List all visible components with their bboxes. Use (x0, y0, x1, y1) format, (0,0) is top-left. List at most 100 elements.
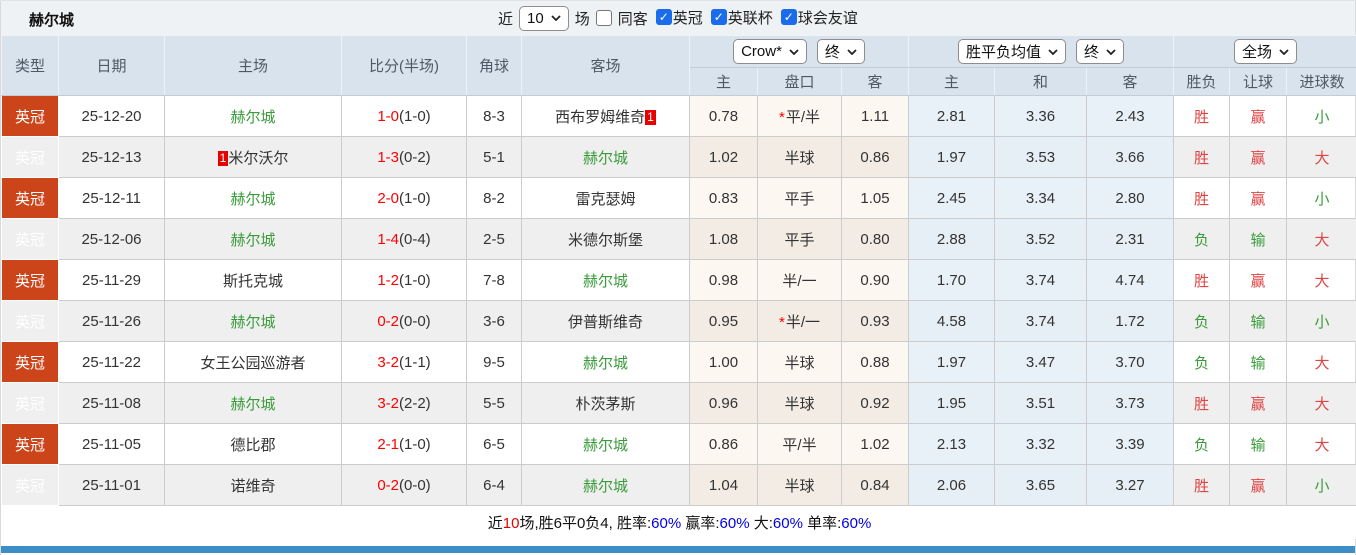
match-row: 英冠 25-11-22 女王公园巡游者 3-2(1-1) 9-5 赫尔城 1.0… (2, 342, 1356, 383)
summary-segment: 赢率: (681, 515, 719, 532)
avg-draw-cell: 3.53 (995, 137, 1087, 178)
col-header-away: 客场 (522, 36, 690, 96)
league-filter: 球会友谊 (781, 7, 858, 28)
handicap-result-cell: 赢 (1230, 178, 1287, 219)
handicap-cell: 平手 (758, 219, 842, 260)
odds-home-cell: 1.02 (690, 137, 758, 178)
league-cell: 英冠 (2, 342, 59, 383)
odds-away-cell: 0.92 (842, 383, 909, 424)
score-cell: 1-0(1-0) (342, 96, 467, 137)
handicap-result-cell: 赢 (1230, 137, 1287, 178)
avg-draw-cell: 3.74 (995, 260, 1087, 301)
odds-company-select[interactable]: Crow* (733, 39, 807, 64)
score-cell: 0-2(0-0) (342, 301, 467, 342)
date-cell: 25-12-20 (59, 96, 165, 137)
summary-segment: 60% (720, 515, 750, 532)
date-cell: 25-11-29 (59, 260, 165, 301)
away-team-cell: 雷克瑟姆 (522, 178, 690, 219)
bottom-scrollbar[interactable] (1, 546, 1355, 553)
odds-group-header: Crow* 终 (690, 36, 909, 68)
league-cell: 英冠 (2, 260, 59, 301)
avg-draw-cell: 3.51 (995, 383, 1087, 424)
away-team-cell: 赫尔城 (522, 137, 690, 178)
corner-cell: 3-6 (467, 301, 522, 342)
avg-type-value: 胜平负均值 (966, 41, 1041, 62)
avg-state-select[interactable]: 终 (1076, 39, 1124, 64)
league-cell: 英冠 (2, 137, 59, 178)
handicap-cell: *平/半 (758, 96, 842, 137)
goals-result-cell: 大 (1287, 424, 1356, 465)
handicap-cell: 半球 (758, 465, 842, 506)
filter-checkbox[interactable] (781, 9, 797, 25)
topbar: 赫尔城 近 10 场 同客 英冠英联杯球会友谊 (1, 1, 1355, 35)
recent-count-select[interactable]: 10 (519, 6, 569, 31)
filter-checkbox[interactable] (711, 9, 727, 25)
avg-draw-cell: 3.36 (995, 96, 1087, 137)
handicap-result-cell: 输 (1230, 424, 1287, 465)
league-cell: 英冠 (2, 383, 59, 424)
handicap-result-cell: 输 (1230, 342, 1287, 383)
league-filters: 英冠英联杯球会友谊 (648, 7, 858, 30)
result-cell: 负 (1174, 424, 1230, 465)
goals-result-cell: 小 (1287, 465, 1356, 506)
odds-home-cell: 0.86 (690, 424, 758, 465)
avg-away-cell: 3.27 (1087, 465, 1174, 506)
avg-away-cell: 2.80 (1087, 178, 1174, 219)
col-header-score: 比分(半场) (342, 36, 467, 96)
same-opponent-checkbox[interactable] (596, 10, 612, 26)
col-header-type: 类型 (2, 36, 59, 96)
date-cell: 25-11-08 (59, 383, 165, 424)
summary-footer: 近10场,胜6平0负4, 胜率:60% 赢率:60% 大:60% 单率:60% (2, 506, 1356, 539)
handicap-result-cell: 赢 (1230, 260, 1287, 301)
goals-result-cell: 小 (1287, 96, 1356, 137)
result-cell: 胜 (1174, 465, 1230, 506)
home-team-cell: 斯托克城 (165, 260, 342, 301)
corner-cell: 9-5 (467, 342, 522, 383)
handicap-cell: 半球 (758, 342, 842, 383)
sub-header-goals: 进球数 (1287, 68, 1356, 96)
sub-header-result: 胜负 (1174, 68, 1230, 96)
corner-cell: 8-2 (467, 178, 522, 219)
chevron-down-icon (1048, 49, 1058, 55)
league-cell: 英冠 (2, 301, 59, 342)
home-team-cell: 女王公园巡游者 (165, 342, 342, 383)
odds-home-cell: 0.96 (690, 383, 758, 424)
home-team-cell: 赫尔城 (165, 219, 342, 260)
handicap-result-cell: 输 (1230, 219, 1287, 260)
page-title: 赫尔城 (29, 9, 74, 30)
recent-label: 近 (498, 8, 513, 29)
recent-count-value: 10 (527, 10, 544, 27)
result-cell: 负 (1174, 219, 1230, 260)
odds-state-select[interactable]: 终 (817, 39, 865, 64)
league-cell: 英冠 (2, 465, 59, 506)
date-cell: 25-12-13 (59, 137, 165, 178)
date-cell: 25-11-22 (59, 342, 165, 383)
scope-group-header: 全场 (1174, 36, 1356, 68)
col-header-home: 主场 (165, 36, 342, 96)
handicap-cell: 半球 (758, 137, 842, 178)
filter-checkbox[interactable] (656, 9, 672, 25)
odds-away-cell: 1.05 (842, 178, 909, 219)
corner-cell: 8-3 (467, 96, 522, 137)
avg-home-cell: 2.45 (909, 178, 995, 219)
scope-select[interactable]: 全场 (1234, 39, 1297, 64)
chevron-down-icon (551, 15, 561, 21)
avg-type-select[interactable]: 胜平负均值 (958, 39, 1066, 64)
match-row: 英冠 25-11-29 斯托克城 1-2(1-0) 7-8 赫尔城 0.98 半… (2, 260, 1356, 301)
match-row: 英冠 25-11-05 德比郡 2-1(1-0) 6-5 赫尔城 0.86 平/… (2, 424, 1356, 465)
sub-header-avg-draw: 和 (995, 68, 1087, 96)
avg-away-cell: 1.72 (1087, 301, 1174, 342)
scope-value: 全场 (1242, 41, 1272, 62)
handicap-cell: 半/一 (758, 260, 842, 301)
avg-home-cell: 2.13 (909, 424, 995, 465)
match-history-table: 类型 日期 主场 比分(半场) 角球 客场 Crow* 终 (1, 35, 1356, 539)
match-row: 英冠 25-12-06 赫尔城 1-4(0-4) 2-5 米德尔斯堡 1.08 … (2, 219, 1356, 260)
goals-result-cell: 大 (1287, 137, 1356, 178)
avg-draw-cell: 3.52 (995, 219, 1087, 260)
score-cell: 1-2(1-0) (342, 260, 467, 301)
away-team-cell: 赫尔城 (522, 465, 690, 506)
chevron-down-icon (1106, 49, 1116, 55)
away-team-cell: 米德尔斯堡 (522, 219, 690, 260)
